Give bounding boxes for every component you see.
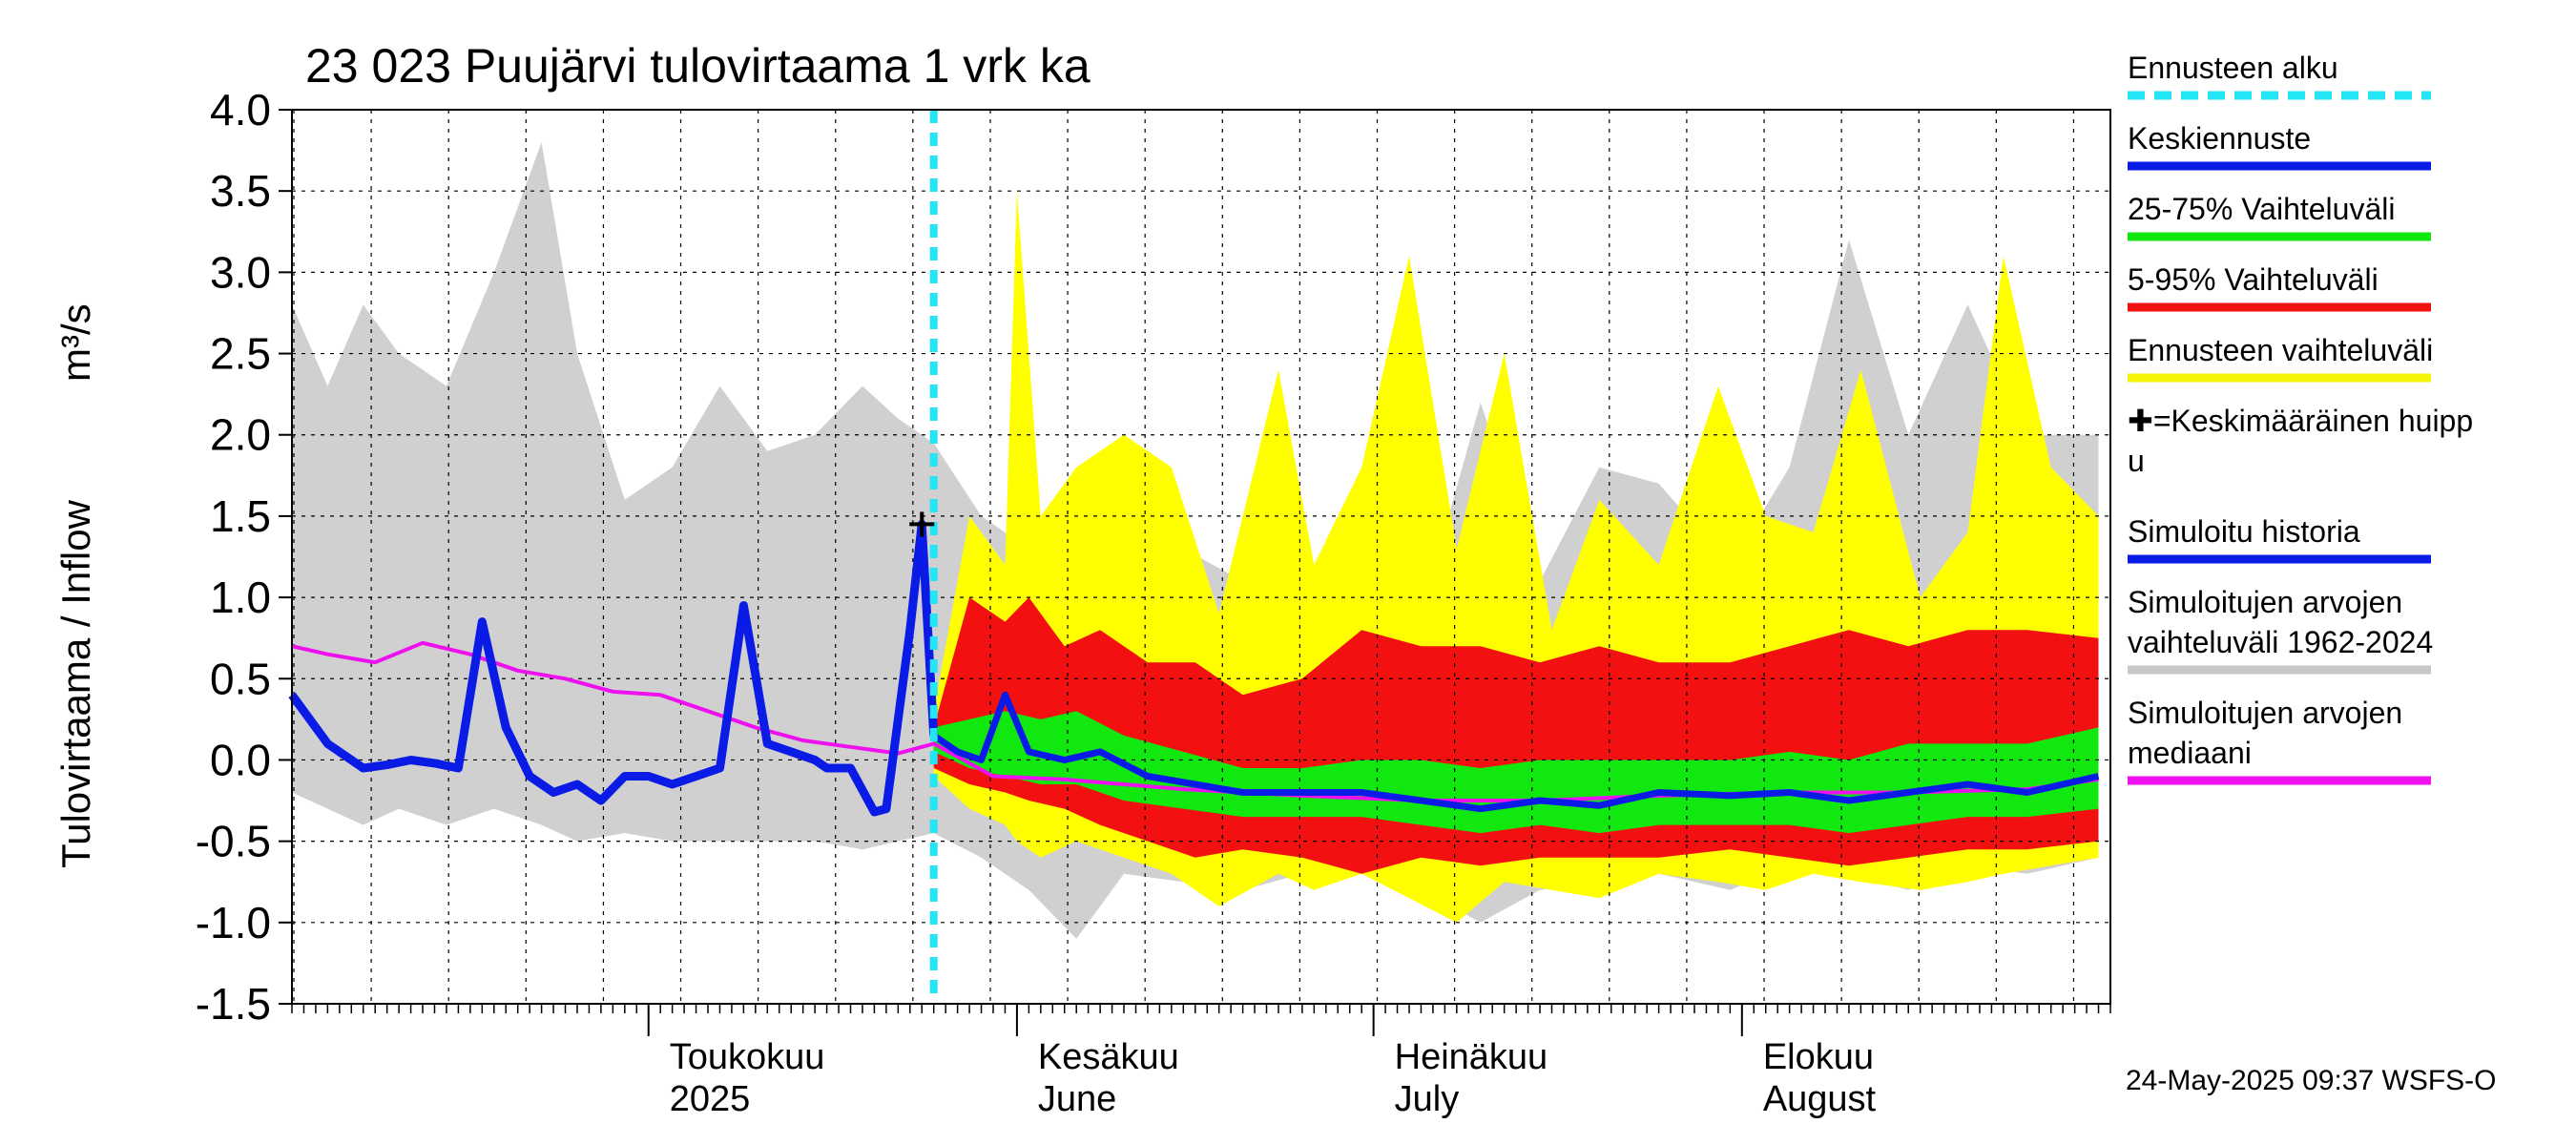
legend: Ennusteen alku Keskiennuste 25-75% Vaihtel…: [2128, 51, 2473, 785]
series-lines: [288, 110, 2100, 1004]
month-sublabel-1: June: [1038, 1079, 1116, 1119]
month-label-3: Elokuu: [1763, 1037, 1874, 1077]
y-tick-label-8: 0.0: [210, 735, 271, 784]
legend-label-8-1: mediaani: [2128, 736, 2252, 770]
y-tick-label-7: 0.5: [210, 654, 271, 703]
simulated-history-line: [288, 519, 939, 817]
y-tick-label-1: 3.5: [210, 166, 271, 216]
legend-item-3: 5-95% Vaihteluväli: [2128, 262, 2431, 312]
chart-title: 23 023 Puujärvi tulovirtaama 1 vrk ka: [305, 39, 1091, 93]
y-tick-label-2: 3.0: [210, 247, 271, 297]
mean-forecast-line: [931, 691, 2100, 813]
y-tick-label-0: 4.0: [210, 85, 271, 135]
legend-label-7-0: Simuloitujen arvojen: [2128, 585, 2402, 619]
legend-label-7-1: vaihteluväli 1962-2024: [2128, 625, 2433, 659]
y-tick-label-6: 1.0: [210, 572, 271, 622]
legend-label-5-1: u: [2128, 444, 2145, 478]
legend-item-6: Simuloitu historia: [2128, 514, 2431, 564]
y-tick-labels: 4.0 3.5 3.0 2.5 2.0 1.5 1.0 0.5 0.0 -0.5 -1.0 -1.5: [196, 85, 271, 1029]
legend-item-2: 25-75% Vaihteluväli: [2128, 192, 2431, 241]
legend-label-3-0: 5-95% Vaihteluväli: [2128, 262, 2379, 297]
legend-label-1-0: Keskiennuste: [2128, 121, 2311, 156]
grid-lines: [292, 109, 2110, 1005]
legend-label-4-0: Ennusteen vaihteluväli: [2128, 333, 2433, 367]
legend-item-1: Keskiennuste: [2128, 121, 2431, 171]
legend-item-0: Ennusteen alku: [2128, 51, 2431, 100]
month-sublabel-2: July: [1395, 1079, 1460, 1119]
month-label-0: Toukokuu: [670, 1037, 825, 1077]
range-25-75-area: [933, 711, 2099, 834]
month-label-1: Kesäkuu: [1038, 1037, 1179, 1077]
month-sublabel-3: August: [1763, 1079, 1877, 1119]
legend-label-0-0: Ennusteen alku: [2128, 51, 2338, 85]
y-axis-label-text: Tulovirtaama / Inflow: [53, 499, 98, 868]
month-sublabel-0: 2025: [670, 1079, 751, 1119]
y-tick-label-10: -1.0: [196, 898, 271, 947]
month-label-2: Heinäkuu: [1395, 1037, 1548, 1077]
y-tick-label-3: 2.5: [210, 329, 271, 379]
legend-item-5: ✚=Keskimääräinen huipp u: [2128, 404, 2473, 478]
peak-marker: [909, 511, 935, 537]
legend-item-8: Simuloitujen arvojen mediaani: [2128, 696, 2431, 785]
plot-frame: [291, 109, 2111, 1005]
legend-item-4: Ennusteen vaihteluväli: [2128, 333, 2433, 383]
legend-label-8-0: Simuloitujen arvojen: [2128, 696, 2402, 730]
axes: [279, 109, 2111, 1036]
y-axis-label: Tulovirtaama / Inflow m³/s: [53, 303, 98, 868]
legend-label-5-0: ✚=Keskimääräinen huipp: [2128, 404, 2473, 438]
legend-item-7: Simuloitujen arvojen vaihteluväli 1962-20…: [2128, 585, 2433, 675]
legend-label-6-0: Simuloitu historia: [2128, 514, 2360, 549]
timestamp: 24-May-2025 09:37 WSFS-O: [2126, 1065, 2497, 1096]
range-25-75-band: [933, 711, 2099, 834]
y-tick-label-4: 2.0: [210, 410, 271, 460]
y-tick-label-5: 1.5: [210, 491, 271, 541]
y-tick-label-11: -1.5: [196, 979, 271, 1029]
y-axis-unit: m³/s: [53, 303, 98, 382]
y-tick-label-9: -0.5: [196, 817, 271, 866]
legend-label-2-0: 25-75% Vaihteluväli: [2128, 192, 2395, 226]
